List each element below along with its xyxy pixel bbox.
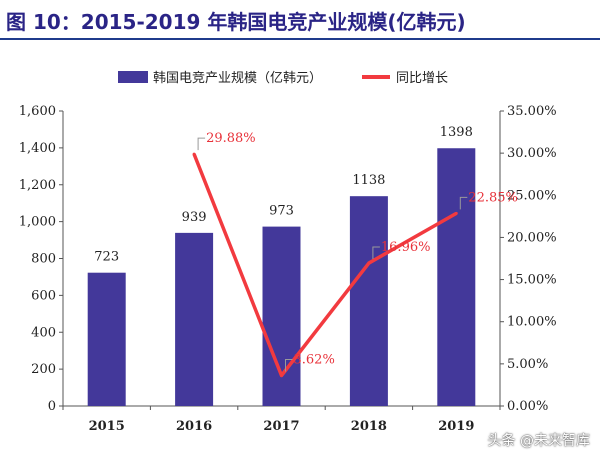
- growth-value-label: 22.85%: [468, 190, 518, 205]
- legend-swatch-bar: [118, 71, 148, 83]
- left-axis-tick-label: 0: [48, 399, 56, 414]
- growth-value-label: 3.62%: [294, 352, 335, 367]
- right-axis-tick-label: 15.00%: [507, 273, 557, 288]
- left-axis-tick-label: 1,200: [19, 178, 56, 193]
- bar: [437, 148, 476, 406]
- left-axis-tick-label: 600: [31, 288, 56, 303]
- x-axis-tick-label: 2019: [438, 419, 474, 434]
- right-axis-tick-label: 5.00%: [507, 357, 548, 372]
- left-axis-tick-label: 1,000: [19, 215, 56, 230]
- growth-label-leader: [197, 137, 206, 151]
- x-axis-tick-label: 2015: [89, 419, 125, 434]
- bar-value-label: 973: [269, 204, 294, 219]
- right-axis-tick-label: 10.00%: [507, 315, 557, 330]
- x-axis-tick-label: 2018: [351, 419, 387, 434]
- right-axis-tick-label: 0.00%: [507, 399, 548, 414]
- x-axis-tick-label: 2016: [176, 419, 212, 434]
- right-axis-tick-label: 20.00%: [507, 230, 557, 245]
- legend-label-bar: 韩国电竞产业规模（亿韩元）: [153, 70, 322, 86]
- growth-label-leader: [459, 196, 468, 210]
- x-axis-tick-label: 2017: [263, 419, 299, 434]
- watermark: 头条 @未来智库: [487, 433, 590, 449]
- growth-value-label: 16.96%: [381, 240, 431, 255]
- growth-point: [454, 211, 458, 215]
- right-axis-tick-label: 30.00%: [507, 146, 557, 161]
- bar-value-label: 1138: [352, 173, 385, 188]
- growth-point: [192, 152, 196, 156]
- bar-value-label: 1398: [440, 125, 473, 140]
- chart: 0 200 400 600 800 1,000 1,200 1,400 1,600 0.00% 5.…: [19, 70, 557, 434]
- growth-label-leader: [372, 246, 380, 260]
- bar: [87, 272, 126, 406]
- right-axis-tick-label: 25.00%: [507, 188, 557, 203]
- bar: [349, 196, 388, 406]
- right-axis-tick-label: 35.00%: [507, 104, 557, 119]
- figure-title: 图 10：2015-2019 年韩国电竞产业规模(亿韩元): [0, 0, 600, 40]
- left-axis-tick-label: 1,600: [19, 104, 56, 119]
- legend-label-line: 同比增长: [396, 71, 448, 86]
- growth-point: [280, 373, 283, 377]
- growth-line: [192, 153, 458, 378]
- bar-value-label: 939: [182, 210, 207, 225]
- left-axis-tick-label: 800: [31, 252, 56, 267]
- bar: [262, 226, 301, 406]
- growth-label-leader: [285, 358, 293, 372]
- bar-value-label: 723: [94, 250, 119, 265]
- growth-value-label: 29.88%: [206, 131, 256, 146]
- left-axis-tick-label: 1,400: [19, 141, 56, 156]
- left-axis-tick-label: 400: [31, 325, 56, 340]
- left-axis-tick-label: 200: [31, 362, 56, 377]
- growth-point: [367, 261, 371, 265]
- bar: [175, 232, 214, 406]
